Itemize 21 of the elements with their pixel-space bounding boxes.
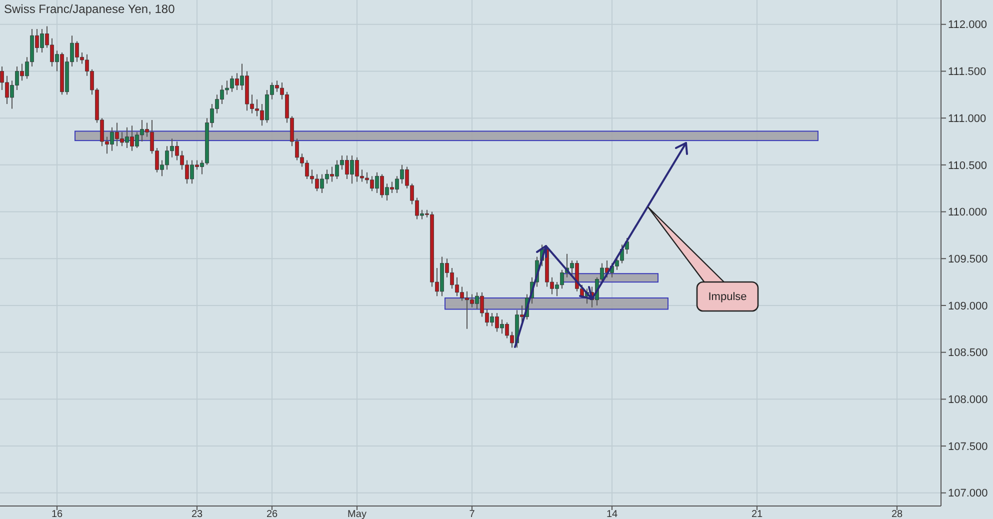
y-tick-label: 108.500 bbox=[948, 347, 988, 360]
y-tick-label: 107.500 bbox=[948, 440, 988, 453]
x-tick-label: 23 bbox=[191, 509, 203, 519]
y-tick-label: 109.000 bbox=[948, 300, 988, 312]
annotation: Impulse bbox=[708, 291, 747, 303]
x-tick-label: 26 bbox=[266, 509, 278, 519]
y-tick-label: 107.000 bbox=[948, 488, 988, 500]
x-tick-label: 7 bbox=[469, 509, 476, 519]
y-tick-label: 109.500 bbox=[948, 253, 988, 266]
x-tick-label: 16 bbox=[51, 509, 63, 519]
x-tick-label: 14 bbox=[606, 509, 618, 519]
x-tick-label: May bbox=[348, 509, 366, 519]
chart-title: Swiss Franc/Japanese Yen, 180 bbox=[4, 2, 176, 16]
y-tick-label: 111.000 bbox=[948, 112, 986, 125]
y-tick-label: 111.500 bbox=[948, 66, 986, 78]
x-tick-label: 28 bbox=[891, 509, 903, 519]
x-tick-label: 21 bbox=[751, 509, 763, 519]
y-tick-label: 110.500 bbox=[948, 160, 987, 172]
y-tick-label: 112.000 bbox=[948, 19, 987, 32]
y-tick-label: 110.000 bbox=[948, 206, 987, 219]
y-tick-label: 108.000 bbox=[948, 394, 988, 406]
